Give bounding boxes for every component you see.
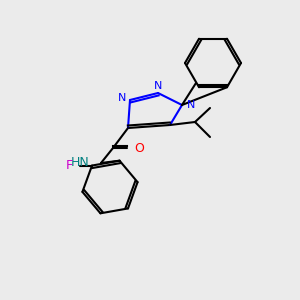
Text: N: N <box>154 81 162 91</box>
Text: N: N <box>187 100 195 110</box>
Text: N: N <box>118 93 126 103</box>
Text: O: O <box>134 142 144 154</box>
Text: F: F <box>66 159 73 172</box>
Text: HN: HN <box>70 157 89 169</box>
